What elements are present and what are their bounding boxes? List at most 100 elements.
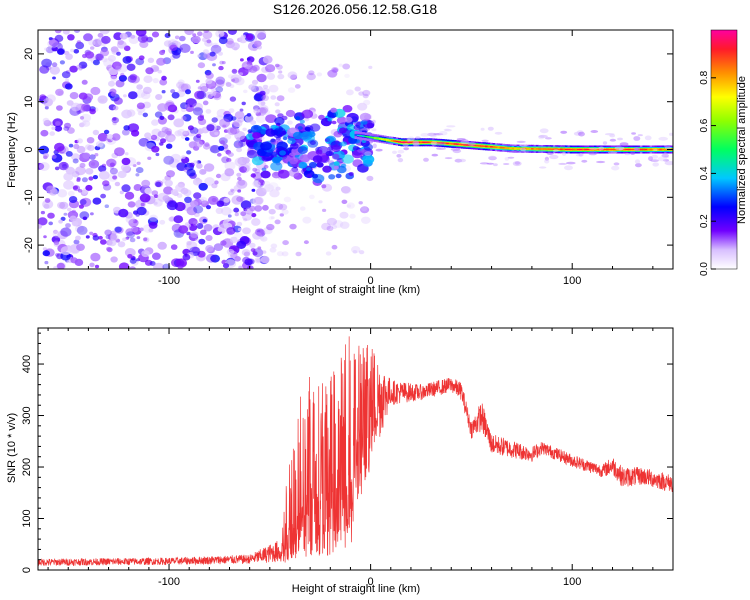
- noise-blob: [218, 145, 225, 151]
- noise-blob: [219, 118, 231, 128]
- noise-blob: [71, 153, 80, 161]
- noise-blob: [238, 72, 244, 76]
- halo-blob: [549, 154, 559, 160]
- noise-blob: [184, 104, 190, 109]
- noise-blob: [76, 138, 83, 144]
- halo-blob: [460, 140, 470, 145]
- halo-blob: [546, 152, 554, 155]
- noise-blob: [72, 185, 78, 190]
- noise-blob: [195, 79, 200, 83]
- noise-blob: [341, 186, 351, 194]
- noise-blob: [205, 245, 214, 252]
- halo-blob: [607, 151, 618, 154]
- transition-blob: [309, 123, 321, 132]
- noise-blob: [144, 187, 152, 195]
- halo-blob: [431, 153, 439, 157]
- transition-blob: [315, 149, 323, 155]
- noise-blob: [89, 262, 95, 268]
- noise-blob: [256, 73, 267, 83]
- noise-blob: [112, 105, 119, 111]
- halo-blob: [435, 142, 446, 146]
- noise-blob: [90, 212, 94, 216]
- noise-blob: [227, 127, 238, 136]
- noise-blob: [92, 197, 102, 205]
- ridge-segment: [613, 148, 617, 151]
- noise-blob: [152, 78, 159, 84]
- noise-blob: [231, 69, 238, 74]
- spectrogram-xlabel: Height of straight line (km): [292, 284, 420, 296]
- halo-blob: [503, 163, 510, 165]
- noise-blob: [159, 50, 165, 56]
- noise-blob: [48, 221, 53, 226]
- noise-blob: [216, 245, 221, 250]
- spec-ytick-label: 0: [23, 146, 35, 152]
- noise-blob: [83, 33, 93, 42]
- noise-blob: [56, 262, 65, 269]
- noise-blob: [177, 128, 186, 136]
- transition-blob: [340, 141, 347, 147]
- noise-blob: [166, 143, 173, 149]
- ridge-segment: [661, 148, 665, 151]
- noise-blob: [327, 69, 338, 78]
- noise-blob: [157, 241, 167, 250]
- noise-blob: [193, 251, 199, 257]
- noise-blob: [262, 109, 271, 116]
- noise-blob: [112, 175, 118, 180]
- noise-blob: [106, 134, 113, 140]
- transition-blob: [346, 124, 356, 131]
- noise-blob: [182, 114, 192, 122]
- halo-blob: [545, 137, 552, 140]
- noise-blob: [185, 89, 191, 95]
- snr-ytick-label: 0: [21, 567, 33, 573]
- halo-blob: [375, 148, 383, 152]
- noise-blob: [253, 40, 262, 47]
- noise-blob: [75, 225, 85, 233]
- noise-blob: [218, 36, 228, 45]
- noise-blob: [72, 158, 79, 164]
- noise-blob: [90, 252, 101, 262]
- ridge-segment: [497, 146, 501, 149]
- noise-blob: [236, 221, 243, 227]
- noise-blob: [133, 184, 142, 191]
- ridge-segment: [552, 148, 556, 150]
- noise-blob: [227, 152, 234, 157]
- noise-blob: [224, 161, 236, 171]
- noise-blob: [43, 203, 50, 209]
- noise-blob: [118, 208, 129, 218]
- noise-blob: [198, 238, 206, 245]
- noise-blob: [229, 236, 238, 243]
- halo-blob: [590, 130, 599, 133]
- transition-blob: [282, 136, 288, 141]
- noise-blob: [164, 33, 171, 38]
- transition-blob: [250, 124, 262, 134]
- noise-blob: [366, 175, 374, 182]
- noise-blob: [180, 187, 189, 195]
- noise-blob: [322, 208, 327, 212]
- noise-blob: [231, 78, 236, 82]
- noise-blob: [81, 103, 91, 112]
- halo-blob: [538, 134, 548, 138]
- noise-blob: [73, 49, 80, 54]
- halo-blob: [430, 134, 437, 138]
- noise-blob: [53, 240, 60, 246]
- halo-blob: [364, 151, 372, 156]
- noise-blob: [81, 121, 87, 126]
- noise-blob: [252, 167, 258, 172]
- transition-blob: [338, 127, 347, 134]
- noise-blob: [242, 227, 251, 235]
- noise-blob: [123, 125, 130, 131]
- noise-blob: [104, 229, 112, 236]
- noise-blob: [184, 137, 190, 141]
- noise-blob: [205, 253, 217, 263]
- noise-blob: [242, 256, 251, 264]
- noise-blob: [295, 251, 302, 257]
- transition-blob: [341, 154, 354, 164]
- noise-blob: [132, 164, 137, 167]
- noise-blob: [361, 206, 368, 212]
- noise-blob: [257, 32, 267, 40]
- noise-blob: [56, 105, 63, 111]
- transition-blob: [277, 169, 290, 179]
- halo-blob: [450, 147, 461, 151]
- noise-blob: [128, 91, 138, 100]
